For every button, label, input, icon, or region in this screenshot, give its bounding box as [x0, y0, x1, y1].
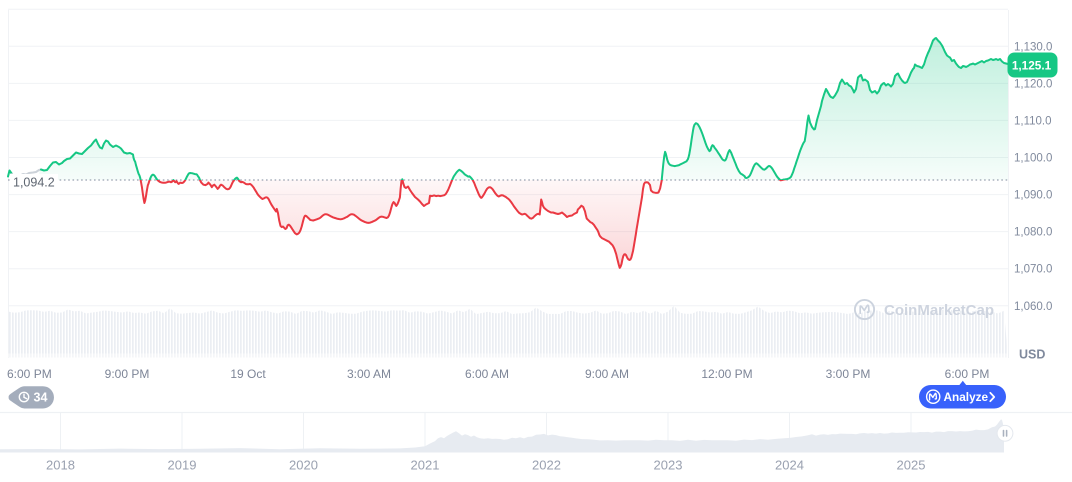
svg-text:6:00 PM: 6:00 PM — [945, 367, 990, 381]
svg-text:2019: 2019 — [168, 458, 197, 473]
svg-text:1,094.2: 1,094.2 — [13, 176, 55, 190]
svg-text:2018: 2018 — [46, 458, 75, 473]
svg-text:6:00 AM: 6:00 AM — [465, 367, 509, 381]
svg-text:1,080.0: 1,080.0 — [1014, 227, 1052, 239]
svg-text:2020: 2020 — [289, 458, 318, 473]
svg-text:6:00 PM: 6:00 PM — [7, 367, 52, 381]
svg-text:2024: 2024 — [775, 458, 804, 473]
svg-text:1,070.0: 1,070.0 — [1014, 264, 1052, 276]
svg-text:1,090.0: 1,090.0 — [1014, 190, 1052, 202]
svg-text:3:00 PM: 3:00 PM — [826, 367, 871, 381]
svg-text:2025: 2025 — [897, 458, 926, 473]
svg-text:1,125.1: 1,125.1 — [1012, 58, 1052, 72]
svg-text:19 Oct: 19 Oct — [230, 367, 266, 381]
svg-text:1,100.0: 1,100.0 — [1014, 153, 1052, 165]
svg-text:Analyze: Analyze — [944, 390, 989, 404]
svg-text:1,120.0: 1,120.0 — [1014, 78, 1052, 90]
svg-text:2023: 2023 — [654, 458, 683, 473]
svg-text:1,130.0: 1,130.0 — [1014, 41, 1052, 53]
svg-text:9:00 PM: 9:00 PM — [105, 367, 150, 381]
svg-text:1,060.0: 1,060.0 — [1014, 301, 1052, 313]
svg-text:2022: 2022 — [532, 458, 561, 473]
svg-text:3:00 AM: 3:00 AM — [347, 367, 391, 381]
svg-text:1,110.0: 1,110.0 — [1014, 115, 1052, 127]
svg-text:9:00 AM: 9:00 AM — [585, 367, 629, 381]
svg-text:12:00 PM: 12:00 PM — [701, 367, 752, 381]
svg-text:2021: 2021 — [411, 458, 440, 473]
svg-text:34: 34 — [34, 391, 48, 405]
svg-text:CoinMarketCap: CoinMarketCap — [884, 302, 994, 319]
svg-text:USD: USD — [1019, 348, 1045, 362]
